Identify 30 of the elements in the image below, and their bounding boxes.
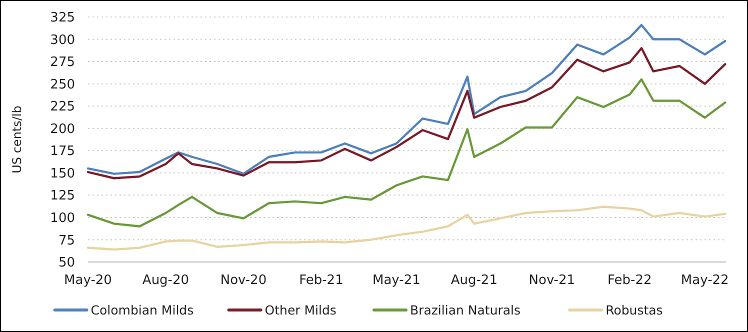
y-tick-label: 200	[50, 122, 75, 137]
x-tick-label: Feb-21	[299, 273, 344, 288]
x-tick-label: Aug-21	[450, 273, 498, 288]
line-series	[86, 78, 726, 228]
y-tick-label: 300	[50, 32, 75, 48]
y-tick-label: 225	[50, 100, 75, 115]
line-series	[86, 47, 726, 180]
y-tick-label: 325	[50, 10, 75, 26]
y-tick-label: 100	[50, 211, 75, 226]
y-tick-label: 75	[58, 233, 75, 248]
legend-label: Robustas	[606, 302, 663, 318]
y-tick-label: 125	[50, 188, 75, 204]
x-tick-label: Aug-20	[142, 273, 190, 288]
y-tick-label: 275	[50, 55, 75, 70]
x-tick-label: May-22	[680, 273, 729, 288]
legend-label: Other Milds	[264, 302, 336, 318]
y-tick-label: 250	[50, 77, 75, 92]
x-tick-label: May-20	[64, 273, 112, 288]
line-series	[86, 24, 726, 175]
line-series	[86, 206, 726, 251]
x-tick-label: May-21	[372, 273, 420, 288]
y-axis-title: US cents/lb	[10, 106, 24, 174]
x-tick-label: Nov-21	[528, 273, 576, 288]
y-tick-label: 175	[50, 144, 75, 160]
legend-label: Colombian Milds	[90, 302, 194, 318]
y-tick-label: 50	[58, 256, 75, 271]
x-tick-label: Nov-20	[220, 273, 267, 288]
x-tick-label: Feb-22	[608, 273, 652, 288]
y-tick-label: 150	[50, 166, 75, 182]
legend-label: Brazilian Naturals	[410, 302, 521, 318]
